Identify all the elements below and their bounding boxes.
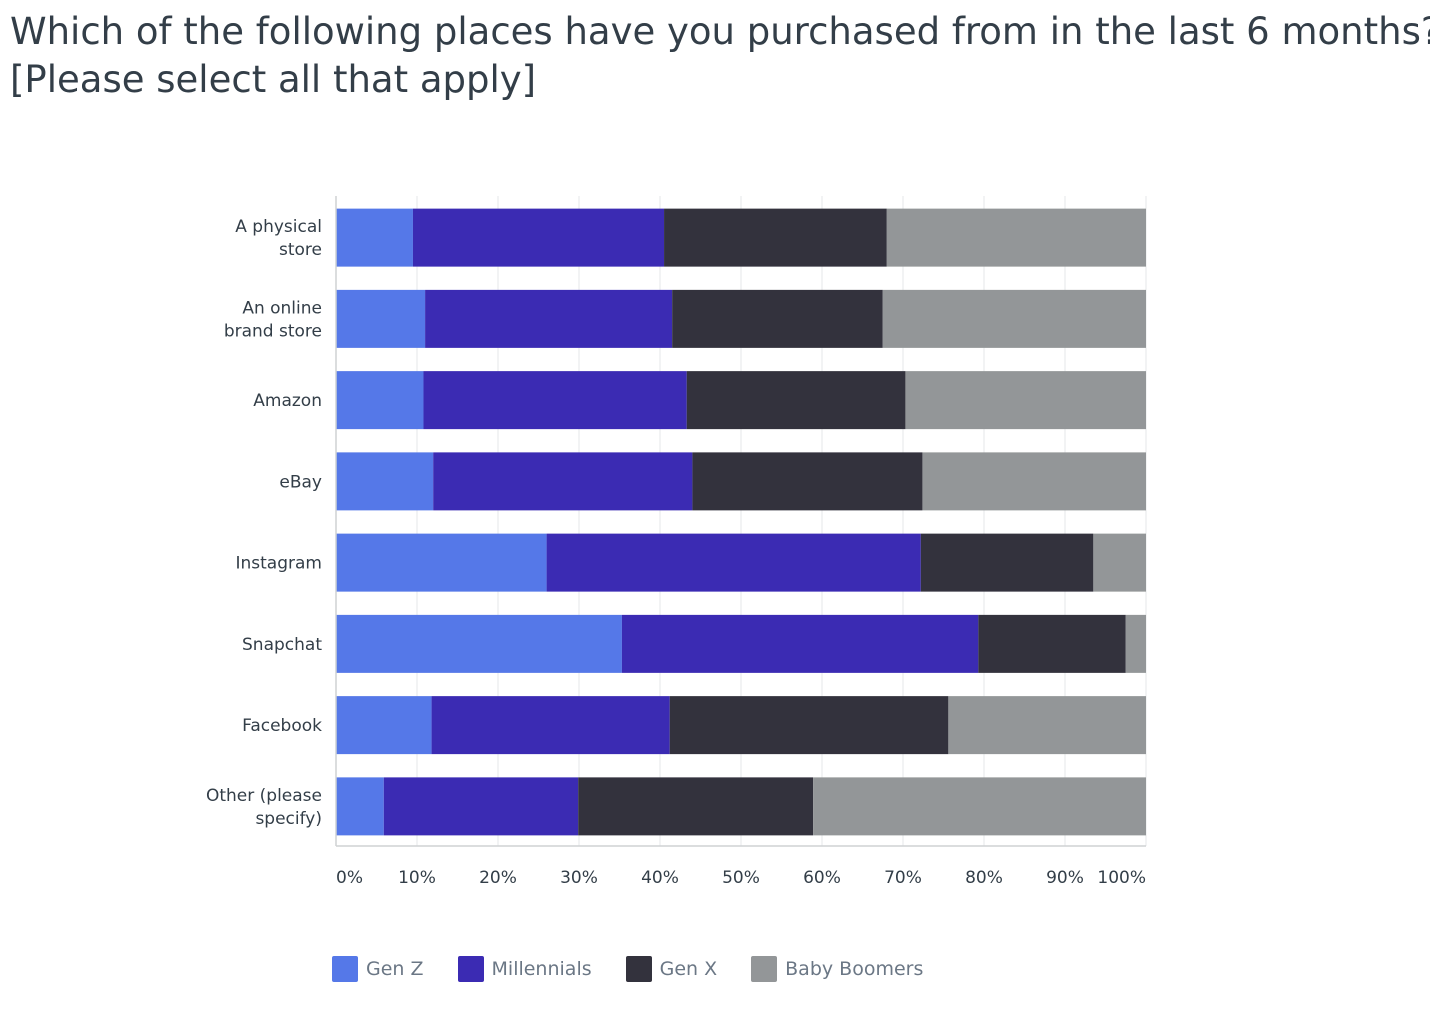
bar-segment-millennials (412, 208, 665, 267)
category-label: eBay (279, 472, 322, 492)
bar-segment-millennials (425, 289, 673, 348)
bar-segment-millennials (546, 533, 921, 592)
bar-segment-baby-boomers (886, 208, 1146, 267)
bar-segment-baby-boomers (948, 696, 1146, 755)
bar-segment-baby-boomers (813, 777, 1146, 836)
legend-item: Gen Z (332, 956, 424, 982)
category-label-line: eBay (279, 472, 322, 492)
x-tick-label: 100% (1097, 868, 1146, 888)
bar-segment-gen-x (578, 777, 814, 836)
category-label: An online brand store (224, 298, 322, 341)
x-tick-label: 20% (479, 868, 517, 888)
bar-segment-gen-z (336, 614, 622, 673)
bar-segment-baby-boomers (922, 452, 1146, 511)
bar-segment-millennials (423, 371, 687, 430)
legend-label: Millennials (491, 958, 592, 980)
bar-segment-gen-x (692, 452, 923, 511)
bar-segment-millennials (621, 614, 979, 673)
bar-segment-gen-x (920, 533, 1094, 592)
category-label: Amazon (253, 391, 322, 411)
chart-title-line-1: Which of the following places have you p… (10, 10, 1430, 53)
bar-segment-baby-boomers (1093, 533, 1146, 592)
bar-segment-baby-boomers (1125, 614, 1146, 673)
chart-title: Which of the following places have you p… (10, 8, 1430, 104)
x-tick-label: 70% (884, 868, 922, 888)
bar-segment-gen-x (978, 614, 1126, 673)
x-tick-label: 50% (722, 868, 760, 888)
legend-item: Baby Boomers (751, 956, 923, 982)
bar-segment-baby-boomers (905, 371, 1146, 430)
category-label: Facebook (242, 716, 322, 736)
category-label: A physical store (235, 217, 322, 260)
legend-label: Baby Boomers (785, 958, 924, 980)
legend-item: Millennials (457, 956, 592, 982)
bar-segment-millennials (431, 696, 670, 755)
legend-swatch (457, 956, 484, 982)
bar-segment-gen-z (336, 533, 547, 592)
category-label-line: A physical (235, 217, 322, 237)
bar-segment-millennials (433, 452, 693, 511)
bar-segment-gen-x (669, 696, 949, 755)
category-label: Instagram (236, 554, 323, 574)
chart-legend: Gen Z Millennials Gen X Baby Boomers (332, 956, 957, 982)
legend-label: Gen X (659, 958, 718, 980)
bar-segment-gen-z (336, 371, 424, 430)
bar-segment-gen-z (336, 777, 384, 836)
x-tick-label: 60% (803, 868, 841, 888)
legend-label: Gen Z (366, 958, 424, 980)
category-label: Snapchat (242, 635, 322, 655)
x-tick-label: 80% (965, 868, 1003, 888)
bar-segment-gen-z (336, 452, 434, 511)
bar-segment-gen-z (336, 208, 413, 267)
category-label-line: Instagram (236, 554, 323, 574)
category-label-line: Snapchat (242, 635, 322, 655)
x-tick-label: 10% (398, 868, 436, 888)
x-tick-label: 90% (1046, 868, 1084, 888)
legend-item: Gen X (625, 956, 718, 982)
chart-title-line-2: [Please select all that apply] (10, 58, 537, 101)
legend-swatch (332, 956, 358, 982)
category-label-line: An online (242, 298, 322, 318)
x-tick-label: 40% (641, 868, 679, 888)
legend-swatch (625, 956, 652, 982)
bar-segment-gen-z (336, 696, 432, 755)
bar-segment-gen-x (664, 208, 887, 267)
category-label-line: specify) (255, 809, 322, 829)
bar-segment-baby-boomers (882, 289, 1146, 348)
category-label-line: Other (please (206, 786, 322, 806)
x-tick-label: 0% (336, 868, 363, 888)
category-label-line: store (279, 240, 322, 260)
category-label-line: Amazon (253, 391, 322, 411)
category-label: Other (please specify) (206, 786, 322, 829)
x-tick-label: 30% (560, 868, 598, 888)
category-label-line: Facebook (242, 716, 322, 736)
bar-segment-gen-z (336, 289, 426, 348)
legend-swatch (751, 956, 778, 982)
bar-segment-gen-x (686, 371, 906, 430)
bar-segment-millennials (383, 777, 579, 836)
bar-segment-gen-x (672, 289, 883, 348)
category-label-line: brand store (224, 321, 322, 341)
